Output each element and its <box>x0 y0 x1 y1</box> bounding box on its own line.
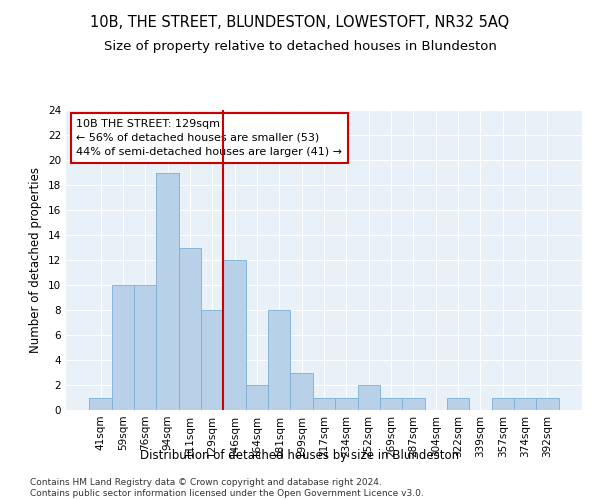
Bar <box>201 310 223 410</box>
Bar <box>358 385 380 410</box>
Bar <box>157 172 179 410</box>
Bar <box>179 248 201 410</box>
Bar <box>514 398 536 410</box>
Bar <box>134 285 157 410</box>
Text: 10B THE STREET: 129sqm
← 56% of detached houses are smaller (53)
44% of semi-det: 10B THE STREET: 129sqm ← 56% of detached… <box>76 119 343 157</box>
Bar <box>402 398 425 410</box>
Bar <box>335 398 358 410</box>
Bar <box>447 398 469 410</box>
Bar <box>268 310 290 410</box>
Bar <box>536 398 559 410</box>
Text: 10B, THE STREET, BLUNDESTON, LOWESTOFT, NR32 5AQ: 10B, THE STREET, BLUNDESTON, LOWESTOFT, … <box>91 15 509 30</box>
Bar <box>112 285 134 410</box>
Bar <box>223 260 246 410</box>
Bar <box>246 385 268 410</box>
Bar <box>89 398 112 410</box>
Bar <box>491 398 514 410</box>
Y-axis label: Number of detached properties: Number of detached properties <box>29 167 43 353</box>
Bar <box>313 398 335 410</box>
Text: Distribution of detached houses by size in Blundeston: Distribution of detached houses by size … <box>140 448 460 462</box>
Bar <box>380 398 402 410</box>
Bar <box>290 372 313 410</box>
Text: Size of property relative to detached houses in Blundeston: Size of property relative to detached ho… <box>104 40 496 53</box>
Text: Contains HM Land Registry data © Crown copyright and database right 2024.
Contai: Contains HM Land Registry data © Crown c… <box>30 478 424 498</box>
